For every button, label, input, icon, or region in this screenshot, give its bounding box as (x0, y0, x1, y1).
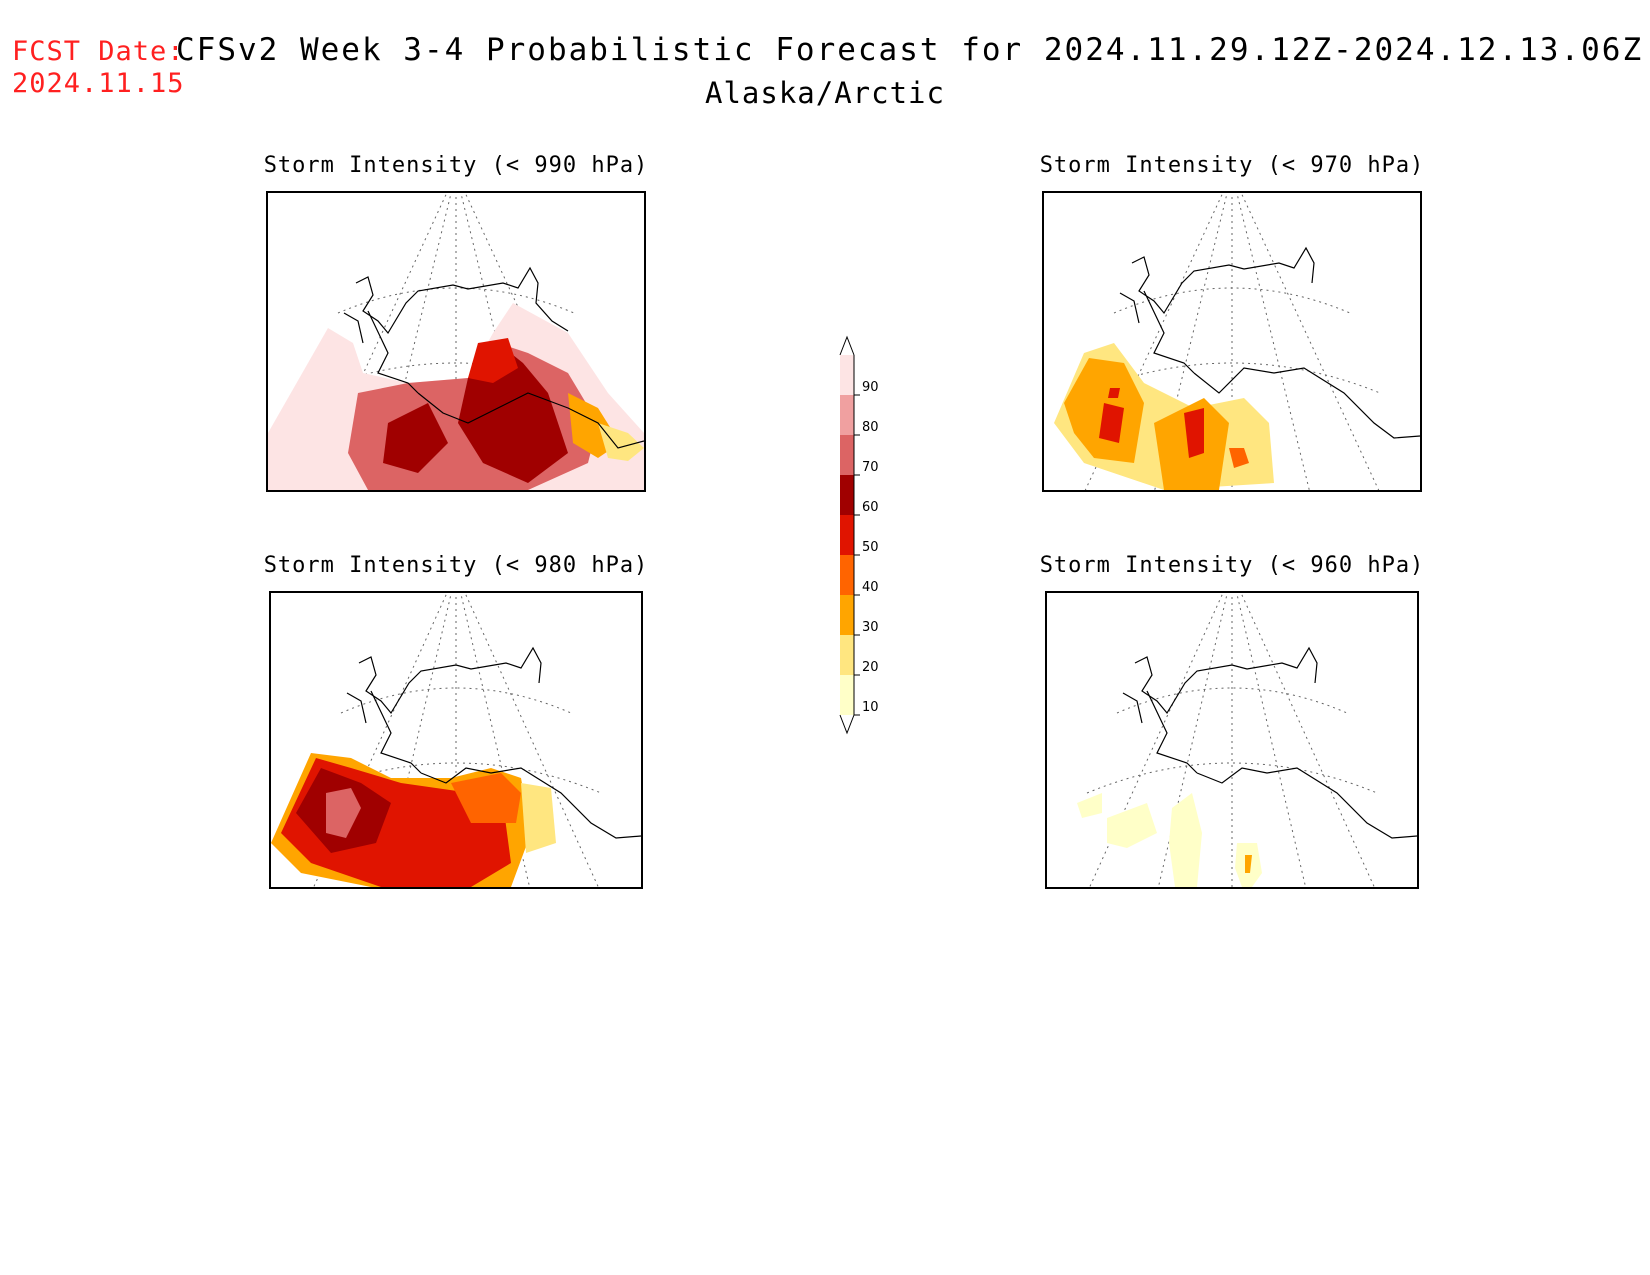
map-panel-990 (266, 191, 646, 492)
legend-label-80: 80 (862, 420, 879, 435)
graticule (310, 593, 602, 887)
graticule (1083, 193, 1381, 490)
coastline (343, 266, 644, 449)
map-980-svg (271, 593, 641, 887)
panel-title-960: Storm Intensity (< 960 hPa) (1039, 553, 1425, 578)
legend-swatch-10 (840, 675, 854, 715)
color-legend: 90 80 70 60 50 40 30 20 10 (820, 335, 910, 745)
legend-swatch-50 (840, 515, 854, 555)
probability-shading (1077, 793, 1262, 887)
legend-swatch-30 (840, 595, 854, 635)
legend-label-70: 70 (862, 460, 879, 475)
coastline (346, 646, 641, 839)
legend-swatch-90 (840, 355, 854, 395)
graticule (1086, 593, 1378, 887)
legend-label-40: 40 (862, 580, 879, 595)
coastline (1119, 246, 1420, 439)
legend-label-50: 50 (862, 540, 879, 555)
map-960-svg (1077, 593, 1417, 887)
legend-label-20: 20 (862, 660, 879, 675)
map-panel-960 (1045, 591, 1419, 889)
panel-title-970: Storm Intensity (< 970 hPa) (1039, 153, 1425, 178)
legend-top-cap (839, 335, 855, 356)
legend-swatch-70 (840, 435, 854, 475)
legend-swatch-80 (840, 395, 854, 435)
map-panel-970 (1042, 191, 1422, 492)
legend-swatch-20 (840, 635, 854, 675)
probability-shading (268, 303, 644, 490)
legend-label-90: 90 (862, 380, 879, 395)
legend-label-30: 30 (862, 620, 879, 635)
panel-title-990: Storm Intensity (< 990 hPa) (263, 153, 649, 178)
coastline (1122, 646, 1417, 839)
legend-label-10: 10 (862, 700, 879, 715)
legend-swatch-60 (840, 475, 854, 515)
forecast-date-label: FCST Date: (12, 36, 185, 67)
probability-shading (271, 753, 556, 887)
map-970-svg (1054, 193, 1420, 490)
forecast-date-value: 2024.11.15 (12, 68, 185, 99)
region-title: Alaska/Arctic (705, 76, 945, 110)
map-panel-980 (269, 591, 643, 889)
graticule (307, 193, 605, 490)
legend-bottom-cap (839, 714, 855, 735)
legend-label-60: 60 (862, 500, 879, 515)
probability-shading (1054, 343, 1274, 490)
main-title: CFSv2 Week 3-4 Probabilistic Forecast fo… (176, 32, 1644, 68)
legend-swatch-40 (840, 555, 854, 595)
color-legend-svg: 90 80 70 60 50 40 30 20 10 (839, 335, 879, 735)
map-990-svg (268, 193, 644, 490)
panel-title-980: Storm Intensity (< 980 hPa) (263, 553, 649, 578)
